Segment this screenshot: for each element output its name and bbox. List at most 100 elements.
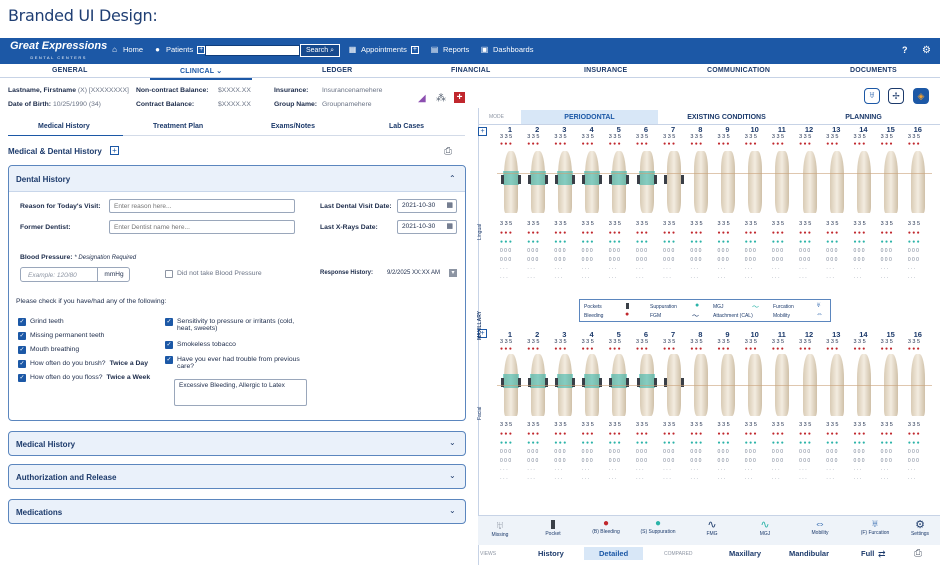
tooth-image[interactable] (909, 151, 927, 217)
tool-mgj[interactable]: ∿ MGJ (745, 518, 785, 537)
chevron-up-icon[interactable]: ⌃ (449, 174, 456, 183)
add-patient-icon[interactable]: + (197, 45, 206, 54)
patient-search-input[interactable] (205, 45, 300, 56)
brand-logo[interactable]: Great Expressions DENTAL CENTERS (10, 40, 108, 60)
tab-communication[interactable]: COMMUNICATION (707, 67, 771, 74)
nav-reports[interactable]: ▤ Reports (430, 45, 470, 54)
tooth-image[interactable] (554, 354, 575, 420)
tooth-image[interactable] (828, 354, 846, 420)
nav-appointments[interactable]: ▦ Appointments + (348, 45, 419, 54)
tab-documents[interactable]: DOCUMENTS (850, 67, 897, 74)
help-icon[interactable]: ? (902, 45, 908, 55)
tool-furcation[interactable]: ♅ (F) Furcation (855, 518, 895, 536)
tooth-image[interactable] (746, 354, 764, 420)
check-mouth-breathing[interactable]: ✓ Mouth breathing (18, 346, 80, 354)
tooth-image[interactable] (746, 151, 764, 217)
tooth-image[interactable] (909, 354, 927, 420)
nav-dashboards[interactable]: ▣ Dashboards (480, 45, 534, 54)
add-appointment-icon[interactable]: + (410, 45, 419, 54)
subtab-lab-cases[interactable]: Lab Cases (389, 123, 425, 130)
medical-history-section[interactable]: Medical History ⌄ (8, 431, 466, 456)
tooth-image[interactable] (801, 354, 819, 420)
mode-periodontal[interactable]: PERIODONTAL (521, 110, 658, 124)
tooth-image[interactable] (609, 151, 630, 217)
tooth-image[interactable] (882, 354, 900, 420)
tooth-image[interactable] (500, 151, 521, 217)
tooth-image[interactable] (828, 151, 846, 217)
tooth-image[interactable] (636, 354, 657, 420)
tooth-image[interactable] (554, 151, 575, 217)
tooth-image[interactable] (801, 151, 819, 217)
check-missing-teeth[interactable]: ✓ Missing permanent teeth (18, 332, 105, 340)
subtab-medical-history[interactable]: Medical History (38, 123, 90, 130)
compare-toggle-icon[interactable]: ⇄ (878, 549, 886, 559)
tool-bleeding[interactable]: ● (B) Bleeding (586, 518, 626, 535)
mode-existing-conditions[interactable]: EXISTING CONDITIONS (687, 113, 766, 121)
tooth-image[interactable] (500, 354, 521, 420)
search-button[interactable]: Search ⌕ (300, 44, 340, 57)
subtab-treatment-plan[interactable]: Treatment Plan (153, 123, 204, 130)
last-xray-date[interactable]: 2021-10-30 ▦ (397, 220, 457, 234)
tooth-image[interactable] (719, 151, 737, 217)
tab-ledger[interactable]: LEDGER (322, 67, 353, 74)
expand-icon[interactable]: + (478, 127, 487, 136)
check-grind-teeth[interactable]: ✓ Grind teeth (18, 318, 64, 326)
dental-history-header[interactable]: Dental History ⌃ (9, 166, 465, 192)
tab-insurance[interactable]: INSURANCE (584, 67, 628, 74)
allergy-icon[interactable]: ⁂ (436, 93, 446, 104)
bp-input[interactable]: Example: 120/80 mmHg (20, 267, 130, 282)
authorization-section[interactable]: Authorization and Release ⌄ (8, 464, 466, 489)
implant-icon[interactable]: ✢ (888, 88, 904, 104)
print-icon[interactable]: ⎙ (914, 548, 922, 559)
tooth-image[interactable] (663, 151, 684, 217)
previous-care-notes[interactable]: Excessive Bleeding, Allergic to Latex (174, 379, 307, 406)
subtab-exams-notes[interactable]: Exams/Notes (271, 123, 315, 130)
tooth-image[interactable] (773, 354, 791, 420)
tool-suppuration[interactable]: ● (S) Suppuration (638, 518, 678, 535)
tooth-image[interactable] (663, 354, 684, 420)
compare-maxillary[interactable]: Maxillary (729, 549, 762, 558)
tooth-image[interactable] (692, 151, 710, 217)
expand-icon[interactable]: + (478, 329, 487, 338)
tooth-image[interactable] (582, 151, 603, 217)
expand-section-icon[interactable]: + (110, 146, 119, 155)
tool-fmg[interactable]: ∿ FMG (692, 518, 732, 537)
view-detailed[interactable]: Detailed (584, 547, 644, 560)
check-smokeless-tobacco[interactable]: ✓ Smokeless tobacco (165, 341, 236, 349)
tool-missing[interactable]: ♅ Missing (480, 518, 520, 538)
compare-mandibular[interactable]: Mandibular (789, 549, 830, 558)
tooth-image[interactable] (855, 151, 873, 217)
tooth-image[interactable] (882, 151, 900, 217)
medications-section[interactable]: Medications ⌄ (8, 499, 466, 524)
tool-settings[interactable]: ⚙ Settings (900, 518, 940, 537)
tooth-image[interactable] (636, 151, 657, 217)
tool-pocket[interactable]: Pocket (533, 518, 573, 537)
former-dentist-input[interactable] (109, 220, 295, 234)
compare-full[interactable]: Full (861, 549, 875, 558)
